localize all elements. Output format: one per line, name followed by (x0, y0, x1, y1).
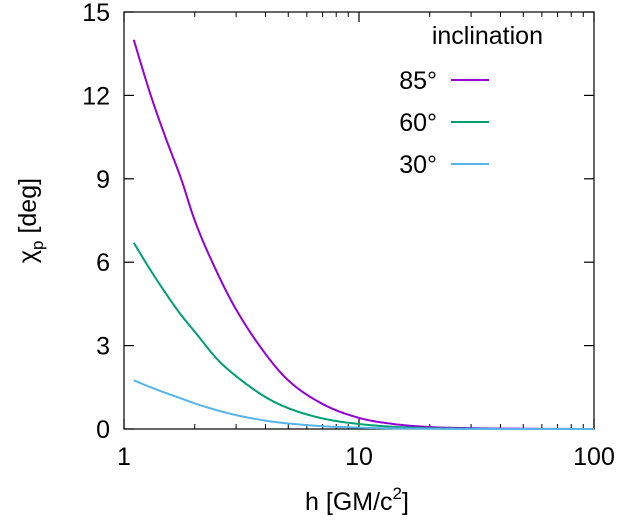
x-tick-label: 100 (573, 443, 615, 471)
y-axis-label-subscript: p (28, 240, 47, 249)
legend-label-3: 30° (399, 151, 437, 179)
y-axis-label-main: χ (14, 250, 42, 263)
x-axis-label-end: ] (402, 488, 409, 516)
y-tick-label: 15 (82, 0, 110, 27)
x-axis-label: h [GM/c2] (305, 484, 409, 516)
legend-title: inclination (432, 22, 543, 50)
series-layer (132, 39, 595, 430)
tick-labels: 0 3 6 9 12 15 1 10 100 (82, 0, 615, 471)
axis-ticks (123, 11, 595, 430)
y-tick-label: 9 (96, 166, 110, 194)
y-tick-label: 3 (96, 333, 110, 361)
x-tick-label: 10 (345, 443, 373, 471)
y-tick-label: 12 (82, 82, 110, 110)
y-axis-label: χp [deg] (14, 178, 47, 263)
y-tick-label: 6 (96, 249, 110, 277)
x-axis-label-main: h [GM/c (305, 488, 393, 516)
legend: inclination 85° 60° 30° (399, 22, 543, 179)
legend-label-2: 60° (399, 109, 437, 137)
x-axis-label-superscript: 2 (393, 484, 402, 503)
x-tick-label: 1 (117, 443, 131, 471)
series-line-3 (133, 379, 594, 430)
y-axis-label-end: [deg] (14, 178, 42, 241)
y-tick-label: 0 (96, 416, 110, 444)
legend-label-1: 85° (399, 67, 437, 95)
